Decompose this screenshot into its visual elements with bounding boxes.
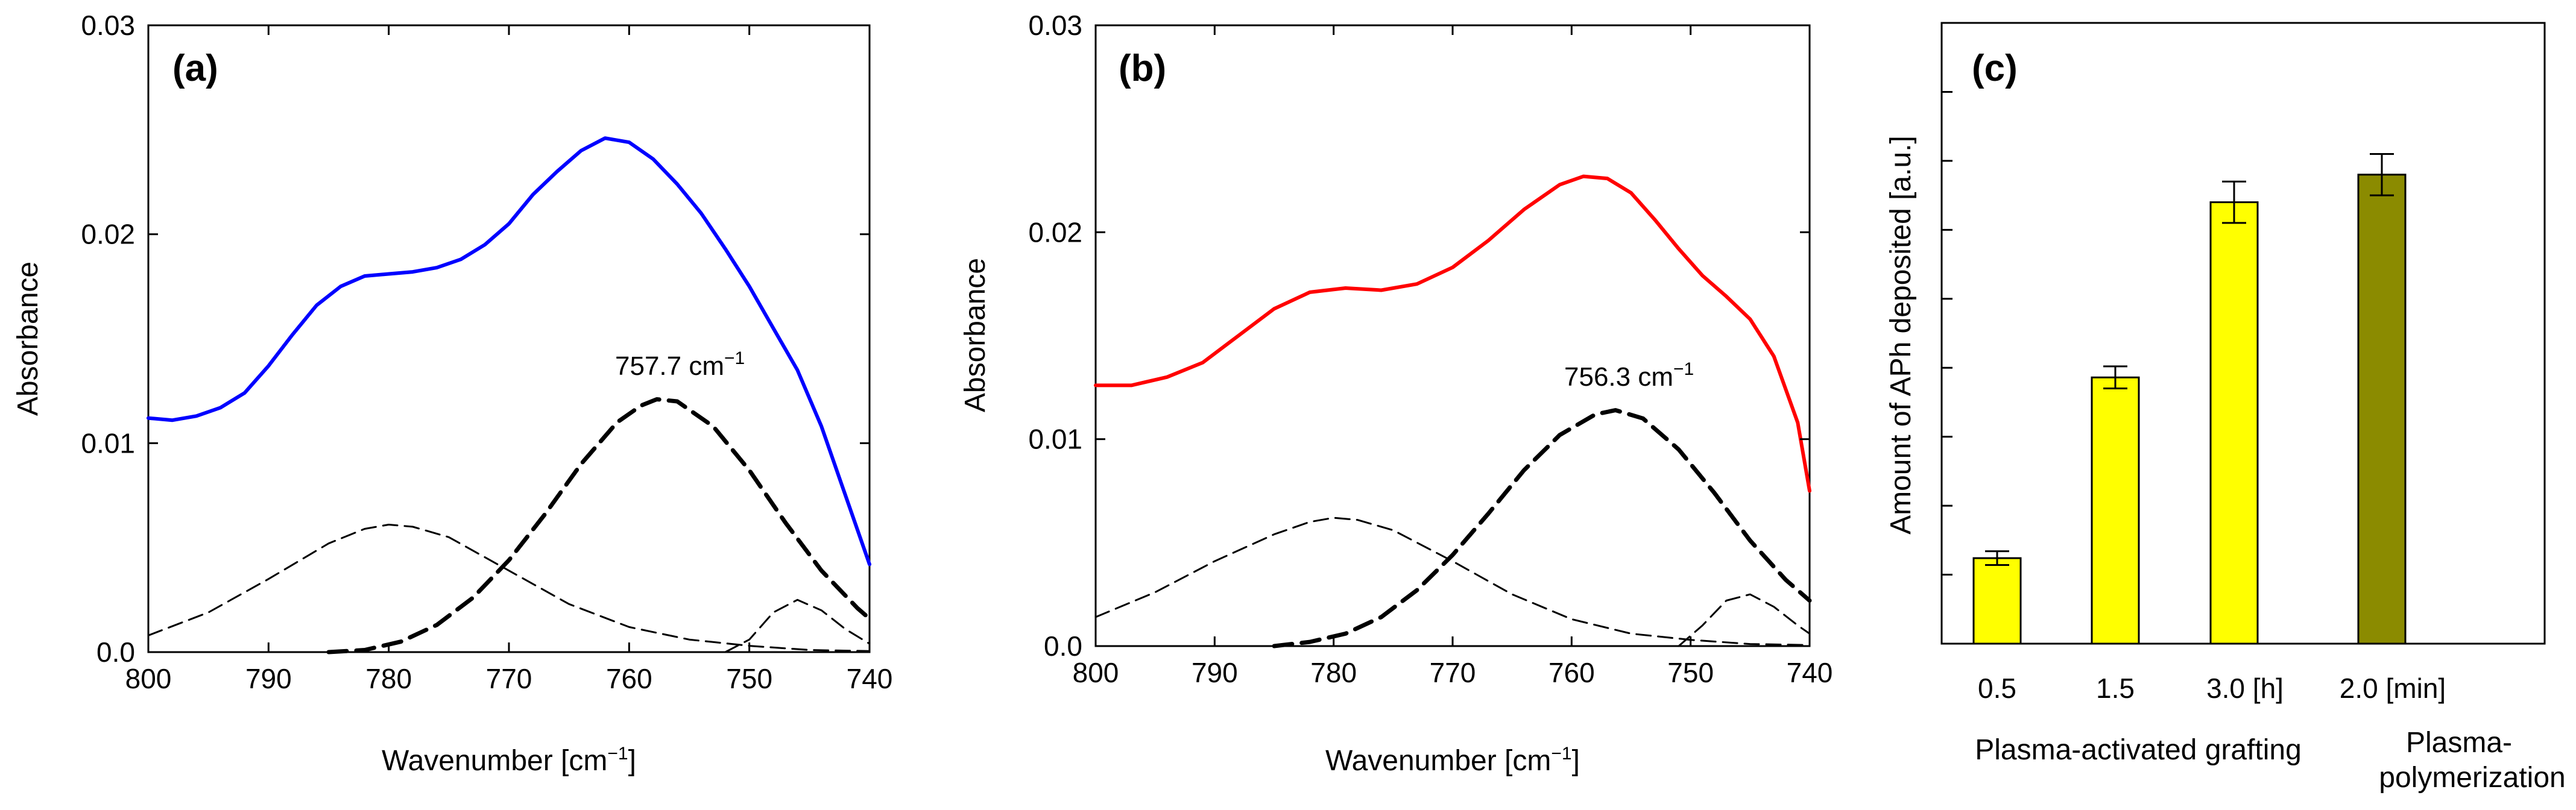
panel-tag: (c) xyxy=(1972,48,2018,89)
x-tick-label: 750 xyxy=(726,663,772,694)
series-line-2 xyxy=(147,524,871,652)
series-line-1 xyxy=(1272,408,1812,648)
bar xyxy=(2091,376,2140,645)
y-tick-label: 0.03 xyxy=(81,10,135,41)
y-axis-title: Amount of APh deposited [a.u.] xyxy=(1885,136,1917,535)
x-tick-label: 790 xyxy=(1192,657,1238,688)
y-tick-label: 0.01 xyxy=(1028,424,1082,455)
x-axis-title: Wavenumber [cm−1] xyxy=(1325,744,1580,777)
x-category-label: 3.0 [h] xyxy=(2206,673,2284,704)
panel-a-line-chart: 800 790 780 770 760 750 740 0.0 0.01 0.02 0.03 (a)… xyxy=(12,10,892,777)
group-label-grafting: Plasma-activated grafting xyxy=(1975,734,2302,766)
x-tick-label: 740 xyxy=(1787,657,1833,688)
peak-annotation: 756.3 cm−1 xyxy=(1564,359,1694,392)
series-line-3 xyxy=(1678,593,1811,647)
series-line-1 xyxy=(326,397,872,655)
bar xyxy=(2357,174,2407,645)
y-tick-label: 0.0 xyxy=(96,636,135,668)
bar xyxy=(2209,201,2259,645)
x-tick-label: 740 xyxy=(847,663,893,694)
series-layer xyxy=(1094,174,1812,648)
x-tick-label: 800 xyxy=(1073,657,1119,688)
x-tick-label: 770 xyxy=(486,663,532,694)
panel-tag: (a) xyxy=(172,48,218,89)
x-tick-label: 780 xyxy=(365,663,412,694)
series-line-2 xyxy=(1094,516,1811,646)
tick-layer: 0.5 1.5 3.0 [h] 2.0 [min] xyxy=(1942,90,2446,704)
bar xyxy=(1972,557,2022,645)
series-layer xyxy=(147,136,872,655)
y-axis-title: Absorbance xyxy=(12,262,44,416)
y-tick-label: 0.03 xyxy=(1028,10,1082,41)
x-tick-label: 750 xyxy=(1667,657,1714,688)
series-line-3 xyxy=(724,598,871,653)
series-line-0 xyxy=(147,136,871,567)
x-category-label: 2.0 [min] xyxy=(2340,673,2446,704)
y-tick-label: 0.02 xyxy=(81,219,135,250)
y-tick-label: 0.02 xyxy=(1028,216,1082,248)
tick-layer: 800 790 780 770 760 750 740 0.0 0.01 0.02 0.03 xyxy=(1028,10,1833,688)
group-label-polymerization-line1: Plasma- xyxy=(2406,727,2512,759)
x-axis-title: Wavenumber [cm−1] xyxy=(382,744,636,777)
panel-tag: (b) xyxy=(1119,48,1166,89)
y-tick-label: 0.0 xyxy=(1044,630,1082,662)
y-axis-title: Absorbance xyxy=(959,258,991,412)
x-category-label: 0.5 xyxy=(1978,673,2016,704)
y-tick-label: 0.01 xyxy=(81,427,135,459)
tick-layer: 800 790 780 770 760 750 740 0.0 0.01 0.02 0.03 xyxy=(81,10,892,694)
x-tick-label: 790 xyxy=(245,663,292,694)
panel-b-line-chart: 800 790 780 770 760 750 740 0.0 0.01 0.02 0.03 (b)… xyxy=(959,10,1833,777)
x-tick-label: 770 xyxy=(1430,657,1476,688)
x-category-label: 1.5 xyxy=(2096,673,2135,704)
peak-annotation: 757.7 cm−1 xyxy=(615,348,745,381)
panel-c-bar-chart: 0.5 1.5 3.0 [h] 2.0 [min] (c) Amount of APh… xyxy=(1885,22,2566,794)
x-tick-label: 760 xyxy=(1548,657,1595,688)
x-tick-label: 760 xyxy=(606,663,652,694)
x-tick-label: 780 xyxy=(1310,657,1357,688)
group-label-polymerization-line2: polymerization xyxy=(2379,762,2565,794)
x-tick-label: 800 xyxy=(125,663,172,694)
bar-layer xyxy=(1972,152,2407,645)
series-line-0 xyxy=(1094,174,1811,493)
